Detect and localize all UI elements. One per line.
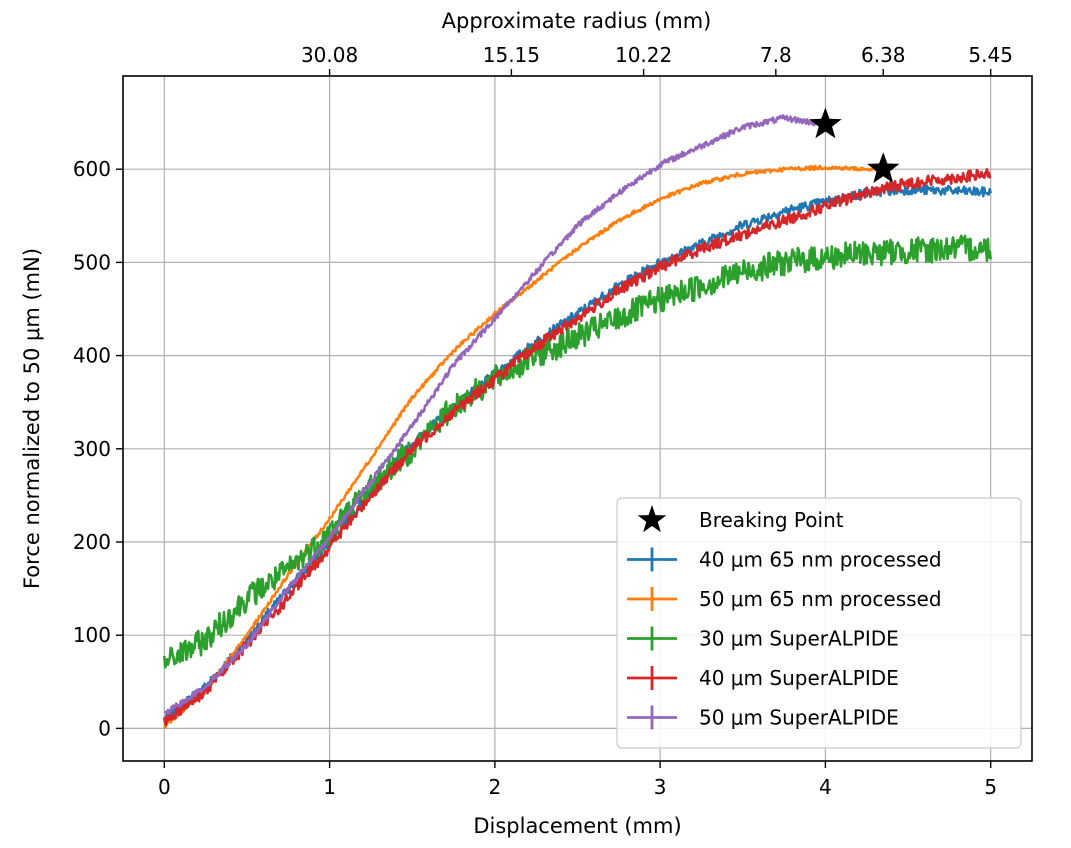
plot-frame bbox=[122, 75, 1033, 762]
breaking-point-star bbox=[809, 107, 842, 139]
y-tick-label: 0 bbox=[98, 716, 111, 740]
legend: Breaking Point 40 μm 65 nm processed 50 μm… bbox=[616, 497, 1022, 749]
top-tick-label: 15.15 bbox=[483, 43, 540, 67]
y-tick-label: 100 bbox=[73, 623, 111, 647]
series-line-2 bbox=[163, 234, 992, 669]
breaking-point-star bbox=[867, 152, 900, 183]
y-tick-label: 400 bbox=[73, 344, 111, 368]
top-tick-label: 5.45 bbox=[968, 43, 1013, 67]
top-axis-ticks: 30.08 15.15 10.22 7.8 6.38 5.45 bbox=[301, 43, 1013, 76]
legend-label-0: 40 μm 65 nm processed bbox=[699, 548, 942, 572]
breaking-point-markers bbox=[809, 107, 900, 183]
top-axis-title: Approximate radius (mm) bbox=[442, 9, 712, 33]
x-tick-label: 4 bbox=[819, 775, 832, 799]
series-lines bbox=[163, 114, 992, 729]
legend-label-4: 50 μm SuperALPIDE bbox=[699, 706, 899, 730]
legend-box bbox=[616, 497, 1022, 749]
x-axis-ticks: 0 1 2 3 4 5 bbox=[158, 761, 997, 799]
top-tick-label: 6.38 bbox=[861, 43, 906, 67]
legend-label-1: 50 μm 65 nm processed bbox=[699, 587, 942, 611]
top-tick-label: 10.22 bbox=[615, 43, 672, 67]
legend-label-breaking-point: Breaking Point bbox=[699, 508, 844, 532]
x-tick-label: 5 bbox=[984, 775, 997, 799]
y-tick-label: 200 bbox=[73, 530, 111, 554]
y-tick-label: 500 bbox=[73, 250, 111, 274]
series-line-4 bbox=[163, 114, 827, 715]
legend-label-3: 40 μm SuperALPIDE bbox=[699, 666, 899, 690]
x-tick-label: 1 bbox=[323, 775, 336, 799]
legend-label-2: 30 μm SuperALPIDE bbox=[699, 627, 899, 651]
top-tick-label: 7.8 bbox=[760, 43, 792, 67]
series-line-1 bbox=[163, 164, 885, 729]
top-tick-label: 30.08 bbox=[301, 43, 358, 67]
x-tick-label: 0 bbox=[158, 775, 171, 799]
y-axis-ticks: 0 100 200 300 400 500 600 bbox=[73, 157, 123, 740]
x-tick-label: 2 bbox=[488, 775, 501, 799]
x-tick-label: 3 bbox=[654, 775, 667, 799]
y-tick-label: 600 bbox=[73, 157, 111, 181]
legend-star-marker bbox=[637, 505, 667, 533]
y-axis-title: Force normalized to 50 μm (mN) bbox=[20, 248, 44, 589]
series-line-3 bbox=[163, 168, 992, 727]
x-axis-title: Displacement (mm) bbox=[473, 814, 681, 838]
y-tick-label: 300 bbox=[73, 437, 111, 461]
